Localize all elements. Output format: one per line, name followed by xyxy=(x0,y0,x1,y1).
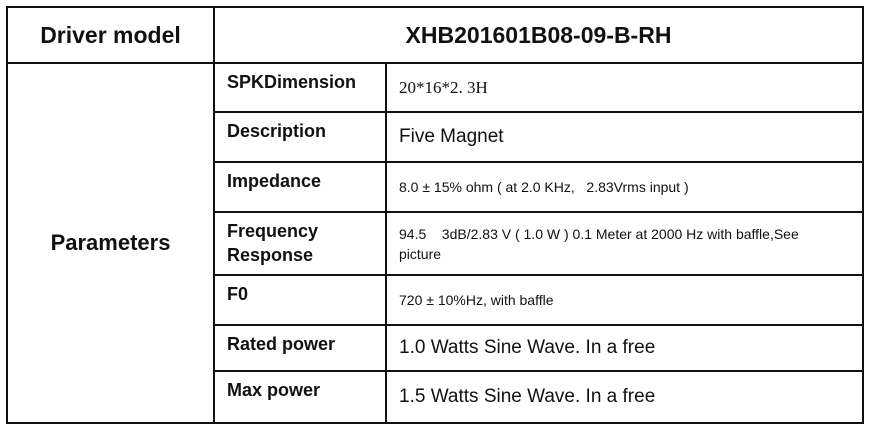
driver-model-label: Driver model xyxy=(6,6,215,64)
table-row: Max power 1.5 Watts Sine Wave. In a free xyxy=(7,370,864,424)
row-value: 1.0 Watts Sine Wave. In a free xyxy=(385,324,864,372)
row-label: F0 xyxy=(213,274,387,326)
table-row: Description Five Magnet xyxy=(7,111,864,163)
table-row: Impedance 8.0 ± 15% ohm ( at 2.0 KHz, 2.… xyxy=(7,161,864,213)
row-value: Five Magnet xyxy=(385,111,864,163)
spec-table: Driver model XHB201601B08-09-B-RH Parame… xyxy=(6,6,864,424)
table-row: F0 720 ± 10%Hz, with baffle xyxy=(7,274,864,326)
parameters-label: Parameters xyxy=(6,62,215,424)
row-label: Impedance xyxy=(213,161,387,213)
row-label: SPKDimension xyxy=(213,62,387,113)
row-label: Max power xyxy=(213,370,387,424)
row-value: 720 ± 10%Hz, with baffle xyxy=(385,274,864,326)
row-value: 8.0 ± 15% ohm ( at 2.0 KHz, 2.83Vrms inp… xyxy=(385,161,864,213)
table-row: Parameters SPKDimension 20*16*2. 3H xyxy=(6,62,864,424)
row-value: 1.5 Watts Sine Wave. In a free xyxy=(385,370,864,424)
row-label: Rated power xyxy=(213,324,387,372)
row-value: 20*16*2. 3H xyxy=(385,62,864,113)
header-row: Driver model XHB201601B08-09-B-RH xyxy=(6,6,864,64)
row-label: Frequency Response xyxy=(213,211,387,276)
table-row: Frequency Response 94.5 3dB/2.83 V ( 1.0… xyxy=(7,211,864,276)
row-value: 94.5 3dB/2.83 V ( 1.0 W ) 0.1 Meter at 2… xyxy=(385,211,864,276)
row-label: Description xyxy=(213,111,387,163)
table-row: Rated power 1.0 Watts Sine Wave. In a fr… xyxy=(7,324,864,372)
driver-model-value: XHB201601B08-09-B-RH xyxy=(213,6,864,64)
